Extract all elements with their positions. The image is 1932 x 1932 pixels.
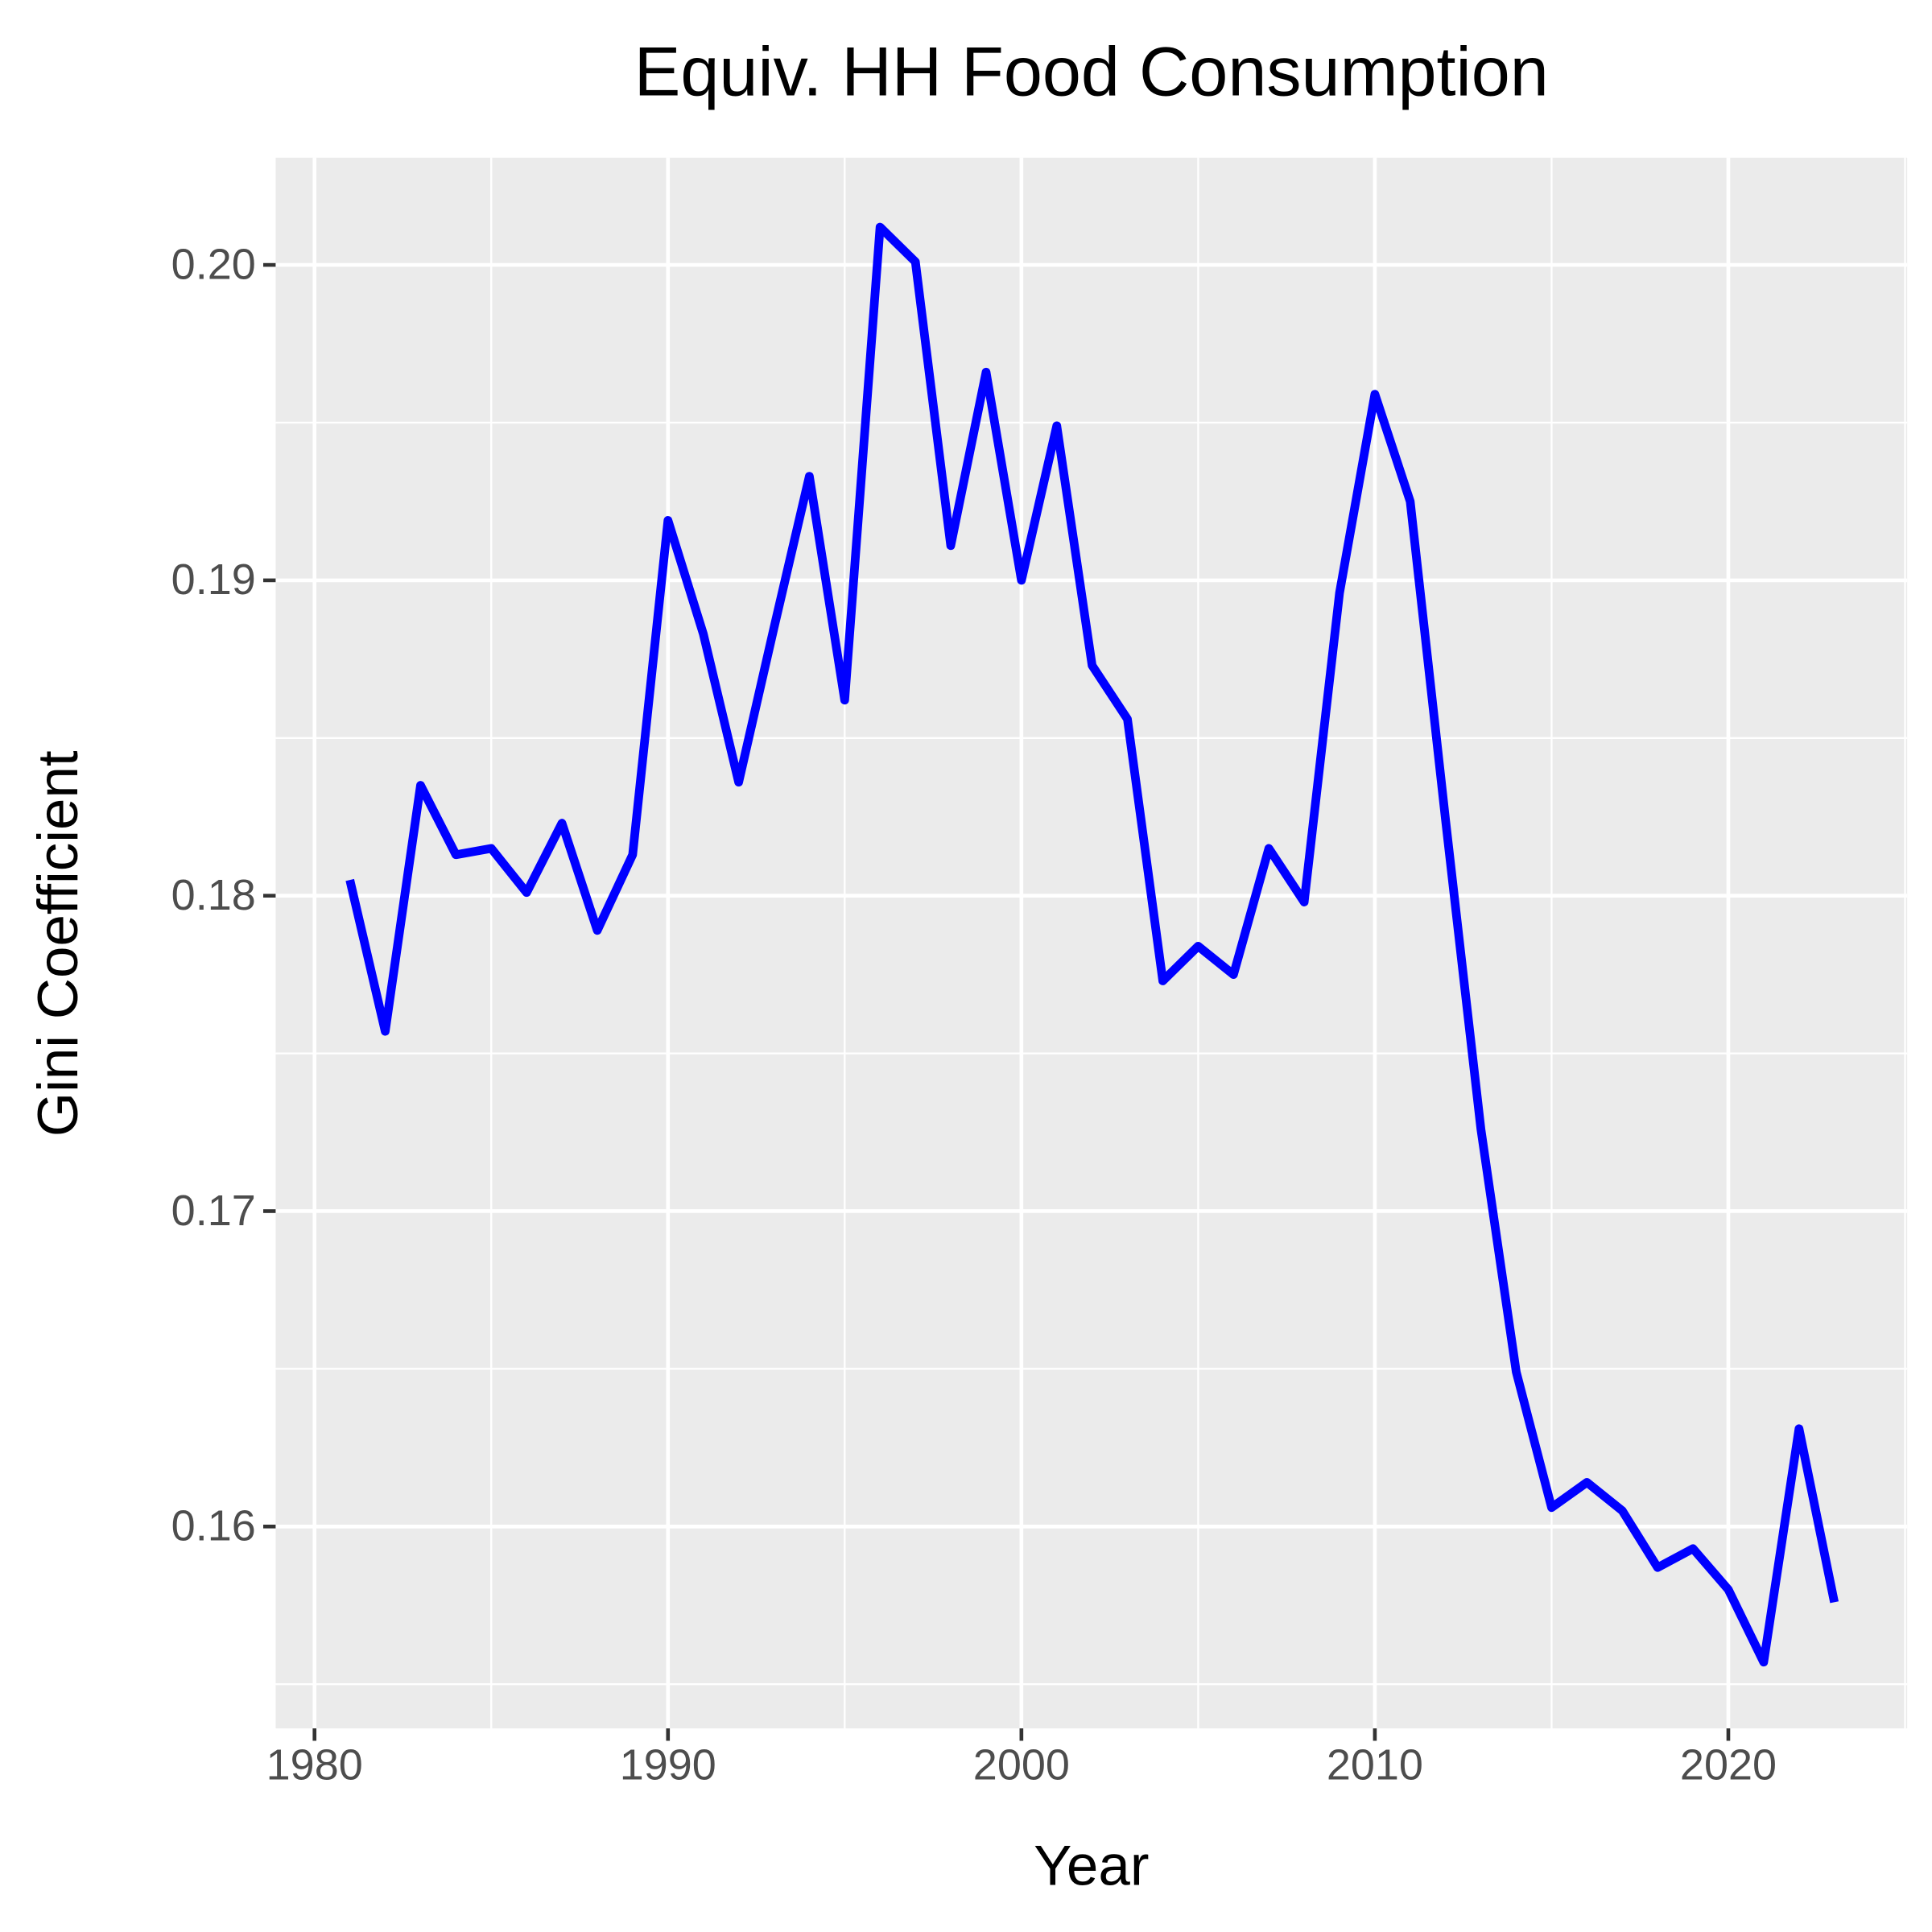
panel [275, 157, 1908, 1729]
chart-title: Equiv. HH Food Consumption [634, 33, 1549, 110]
x-tick-label: 1980 [266, 1741, 363, 1790]
y-tick-label: 0.17 [171, 1187, 256, 1235]
y-axis-label: Gini Coefficient [27, 750, 90, 1137]
y-tick-label: 0.19 [171, 555, 256, 604]
x-tick-label: 2000 [973, 1741, 1070, 1790]
x-axis-label: Year [1034, 1835, 1149, 1898]
x-tick-label: 2020 [1680, 1741, 1777, 1790]
y-tick-label: 0.16 [171, 1502, 256, 1550]
line [345, 222, 1839, 1667]
x-tick-label: 2010 [1327, 1741, 1423, 1790]
x-tick-label: 1990 [620, 1741, 716, 1790]
y-tick-label: 0.18 [171, 871, 256, 919]
y-tick-label: 0.20 [171, 240, 256, 288]
